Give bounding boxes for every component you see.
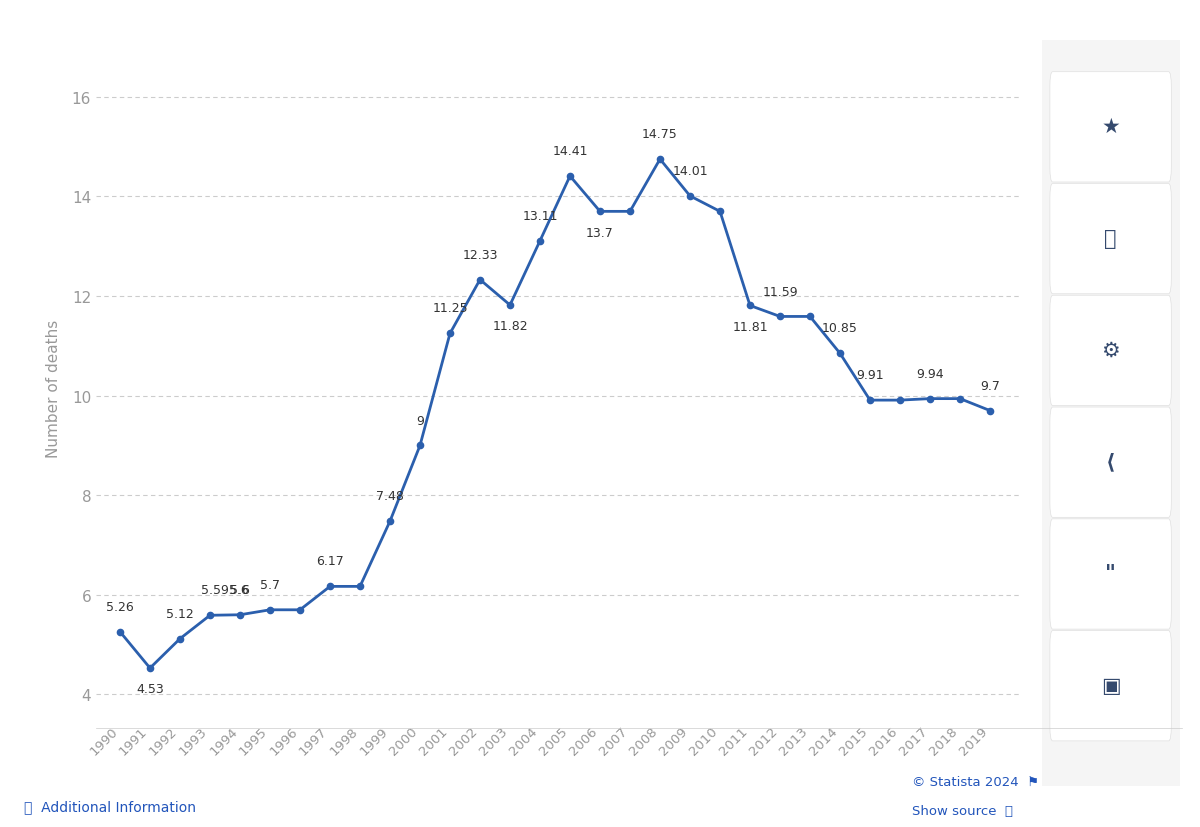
Text: ★: ★	[1102, 117, 1120, 137]
FancyBboxPatch shape	[1050, 73, 1171, 183]
Text: 9: 9	[416, 414, 424, 427]
Text: 11.81: 11.81	[732, 321, 768, 333]
Text: 9.91: 9.91	[856, 369, 884, 382]
Text: Show source  ⓘ: Show source ⓘ	[912, 804, 1013, 817]
Text: 4.53: 4.53	[136, 682, 164, 696]
FancyBboxPatch shape	[1050, 631, 1171, 741]
Text: 14.75: 14.75	[642, 128, 678, 141]
Text: 5.7: 5.7	[260, 578, 280, 591]
Text: ": "	[1105, 563, 1116, 584]
FancyBboxPatch shape	[1050, 296, 1171, 406]
Text: ⓘ  Additional Information: ⓘ Additional Information	[24, 800, 196, 813]
Text: 11.59: 11.59	[762, 285, 798, 299]
Text: 5.26: 5.26	[106, 600, 134, 613]
FancyBboxPatch shape	[1050, 519, 1171, 629]
Text: 11.25: 11.25	[432, 302, 468, 315]
Text: 9.7: 9.7	[980, 380, 1000, 392]
Text: 7.48: 7.48	[376, 490, 404, 503]
Text: 6.17: 6.17	[316, 555, 344, 568]
Text: 12.33: 12.33	[462, 248, 498, 261]
Text: 5.6: 5.6	[230, 583, 250, 596]
Text: 5.595.6: 5.595.6	[202, 584, 248, 596]
Text: ▣: ▣	[1100, 675, 1121, 696]
Text: ⚙: ⚙	[1102, 340, 1120, 361]
Text: 13.11: 13.11	[522, 209, 558, 222]
Y-axis label: Number of deaths: Number of deaths	[46, 320, 61, 457]
Text: 5.12: 5.12	[166, 607, 194, 620]
Text: 10.85: 10.85	[822, 322, 858, 335]
Text: ⟨: ⟨	[1106, 452, 1115, 472]
FancyBboxPatch shape	[1050, 408, 1171, 518]
Text: 9.94: 9.94	[916, 367, 944, 380]
Text: 🔔: 🔔	[1104, 228, 1117, 249]
Text: 13.7: 13.7	[586, 227, 614, 240]
Text: 14.01: 14.01	[672, 165, 708, 178]
Text: 11.82: 11.82	[492, 320, 528, 333]
Text: 14.41: 14.41	[552, 145, 588, 158]
Text: © Statista 2024  ⚑: © Statista 2024 ⚑	[912, 775, 1039, 788]
FancyBboxPatch shape	[1050, 184, 1171, 294]
